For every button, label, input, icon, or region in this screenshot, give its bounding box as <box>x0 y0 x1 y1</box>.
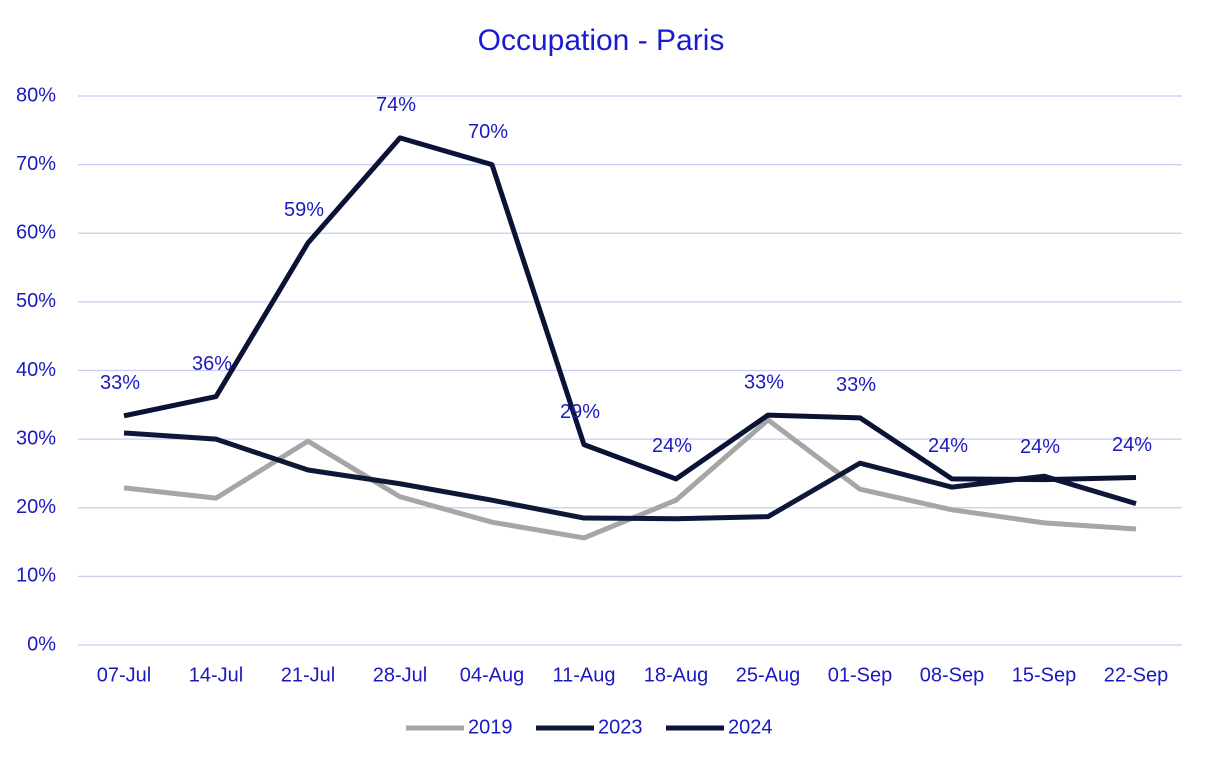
data-label: 74% <box>376 94 416 116</box>
data-label: 70% <box>468 121 508 143</box>
x-tick-label: 07-Jul <box>97 664 151 686</box>
data-label: 24% <box>1112 434 1152 456</box>
y-tick-label: 20% <box>16 496 56 518</box>
data-label: 33% <box>836 374 876 396</box>
series-line <box>123 430 1137 522</box>
data-label: 24% <box>652 435 692 457</box>
series-line <box>123 135 1137 483</box>
data-label: 29% <box>560 401 600 423</box>
data-label: 33% <box>744 371 784 393</box>
x-tick-label: 14-Jul <box>189 664 243 686</box>
y-tick-label: 50% <box>16 290 56 312</box>
y-tick-label: 70% <box>16 153 56 175</box>
data-label: 24% <box>1020 436 1060 458</box>
y-tick-label: 10% <box>16 565 56 587</box>
chart-title: Occupation - Paris <box>478 24 725 57</box>
x-tick-label: 08-Sep <box>920 664 985 686</box>
x-tick-label: 28-Jul <box>373 664 427 686</box>
y-tick-label: 30% <box>16 427 56 449</box>
x-tick-label: 25-Aug <box>736 664 801 686</box>
x-tick-label: 11-Aug <box>552 664 615 686</box>
x-tick-label: 15-Sep <box>1012 664 1077 686</box>
x-tick-label: 22-Sep <box>1104 664 1169 686</box>
legend-label: 2023 <box>598 716 643 738</box>
x-tick-label: 01-Sep <box>828 664 893 686</box>
x-tick-label: 04-Aug <box>460 664 525 686</box>
legend-label: 2019 <box>468 716 513 738</box>
data-label: 59% <box>284 199 324 221</box>
x-tick-label: 21-Jul <box>281 664 335 686</box>
y-tick-label: 60% <box>16 222 56 244</box>
data-label: 33% <box>100 372 140 394</box>
y-tick-label: 80% <box>16 84 56 106</box>
y-tick-label: 40% <box>16 359 56 381</box>
data-label: 24% <box>928 435 968 457</box>
legend-label: 2024 <box>728 716 773 738</box>
data-label: 36% <box>192 353 232 375</box>
y-tick-label: 0% <box>27 633 56 655</box>
x-tick-label: 18-Aug <box>644 664 709 686</box>
